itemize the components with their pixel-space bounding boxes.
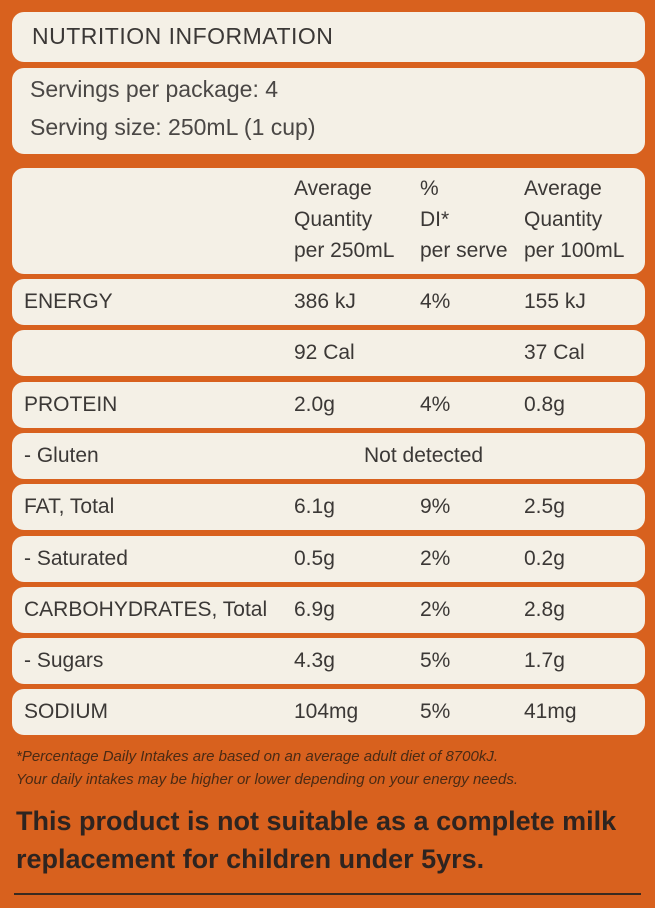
servings-line: Serving size: 250mL (1 cup)	[30, 114, 316, 140]
row-value: 4%	[420, 290, 451, 313]
warning: replacement for children under 5yrs.	[16, 844, 485, 874]
row-value: 5%	[420, 700, 451, 724]
row-label: ENERGY	[24, 290, 113, 313]
row-value: 0.8g	[524, 392, 565, 416]
row-value: 155 kJ	[524, 290, 586, 313]
header-cell: Average	[524, 177, 602, 200]
row-value: 2.0g	[294, 392, 335, 416]
row-value: 9%	[420, 495, 451, 519]
row-value: 1.7g	[524, 649, 565, 673]
row-value: 2.5g	[524, 495, 565, 519]
warning: This product is not suitable as a comple…	[16, 806, 617, 836]
row-value: 386 kJ	[294, 290, 356, 313]
row-label: - Saturated	[24, 546, 128, 570]
row-value: 6.1g	[294, 495, 335, 519]
row-value: 4.3g	[294, 649, 335, 673]
divider	[14, 893, 641, 895]
row-value: 4%	[420, 392, 451, 416]
table-row: SODIUM 104mg 5% 41mg	[12, 689, 645, 736]
row-label: FAT, Total	[24, 495, 115, 519]
row-value: 2%	[420, 546, 451, 570]
row-value: 37 Cal	[524, 341, 585, 365]
title: NUTRITION INFORMATION	[32, 23, 334, 49]
header-cell: %	[420, 177, 439, 200]
header-cell: Quantity	[524, 208, 603, 231]
table-row: ENERGY 386 kJ 4% 155 kJ	[12, 279, 645, 325]
servings-line: Servings per package: 4	[30, 76, 279, 102]
row-value: 0.5g	[294, 546, 335, 570]
row-value: 104mg	[294, 700, 359, 724]
table-row: - Sugars 4.3g 5% 1.7g	[12, 638, 645, 685]
footnote: Your daily intakes may be higher or lowe…	[16, 771, 518, 788]
row-label: SODIUM	[24, 700, 108, 724]
table-row: 92 Cal 37 Cal	[12, 330, 645, 377]
row-value: 41mg	[524, 700, 577, 724]
row-value: Not detected	[364, 443, 484, 467]
row-value: 2.8g	[524, 597, 565, 621]
table-row: CARBOHYDRATES, Total 6.9g 2% 2.8g	[12, 586, 645, 633]
row-value: 6.9g	[294, 597, 335, 621]
header-cell: per 250mL	[294, 239, 395, 262]
row-value: 5%	[420, 649, 451, 673]
table-row: - Gluten Not detected	[12, 432, 645, 479]
row-label: PROTEIN	[24, 392, 118, 416]
table-row: - Saturated 0.5g 2% 0.2g	[12, 535, 645, 582]
row-label: CARBOHYDRATES, Total	[24, 597, 268, 621]
row-value: 92 Cal	[294, 341, 355, 365]
header-cell: DI*	[420, 208, 450, 231]
row-value: 2%	[420, 597, 451, 621]
row-label: - Gluten	[24, 443, 99, 467]
header-cell: per serve	[420, 239, 508, 262]
header-cell: per 100mL	[524, 239, 625, 262]
header-cell: Quantity	[294, 208, 373, 231]
servings-box: Servings per package: 4 Serving size: 250…	[12, 68, 645, 154]
table-row: PROTEIN 2.0g 4% 0.8g	[12, 381, 645, 428]
title-box: NUTRITION INFORMATION	[12, 12, 645, 62]
header-box: Average Quantity per 250mL% DI* per serve Ave…	[12, 168, 645, 274]
row-label: - Sugars	[24, 649, 104, 673]
row-value: 0.2g	[524, 546, 565, 570]
header-cell: Average	[294, 177, 372, 200]
footnote: *Percentage Daily Intakes are based on a…	[16, 748, 498, 765]
table-row: FAT, Total 6.1g 9% 2.5g	[12, 484, 645, 531]
